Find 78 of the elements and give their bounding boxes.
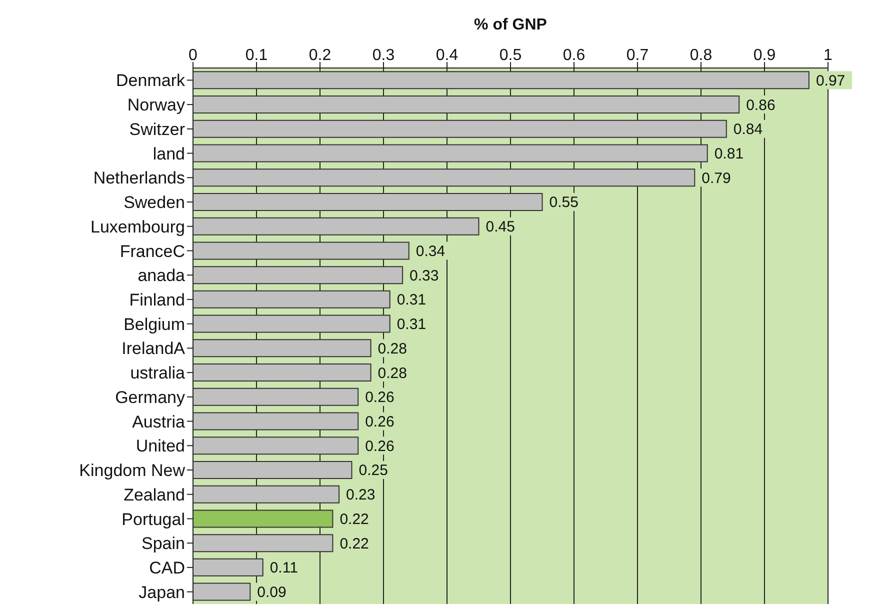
y-tick-label: Japan	[138, 582, 185, 602]
data-label: 0.26	[365, 389, 394, 406]
bar	[193, 217, 480, 236]
data-label: 0.81	[714, 145, 744, 162]
data-label: 0.45	[486, 218, 515, 236]
bar	[193, 242, 410, 260]
y-tick-label: Kingdom New	[79, 461, 186, 480]
data-label: 0.31	[396, 292, 426, 309]
y-tick-label: FranceC	[120, 242, 185, 261]
x-tick-label: 0.2	[308, 47, 332, 64]
y-tick-label: Switzer	[129, 120, 186, 139]
x-tick-label: 1	[824, 47, 833, 64]
bar	[193, 364, 372, 382]
x-tick-label: 0.5	[499, 47, 522, 64]
data-label: 0.22	[340, 535, 369, 552]
data-label: 0.23	[346, 486, 376, 504]
bar	[193, 168, 696, 187]
x-tick-label: 0.4	[436, 47, 458, 64]
y-tick-label: Portugal	[122, 510, 185, 529]
bar	[193, 314, 390, 333]
bar	[193, 339, 372, 358]
x-tick-label: 0.1	[245, 47, 268, 64]
data-label: 0.86	[746, 96, 776, 114]
y-tick-label: Denmark	[116, 71, 186, 90]
bar	[193, 388, 359, 406]
y-tick-label: Finland	[129, 290, 185, 310]
data-label: 0.33	[410, 267, 439, 284]
x-axis-title: % of GNP	[474, 16, 548, 34]
bar	[193, 582, 251, 601]
bar	[193, 192, 543, 211]
x-tick-label: 0.3	[372, 47, 395, 64]
data-label: 0.97	[816, 72, 846, 90]
data-label: 0.26	[365, 413, 394, 430]
y-tick-label: IrelandA	[122, 339, 186, 358]
data-label: 0.11	[270, 560, 298, 577]
data-label: 0.34	[416, 242, 446, 260]
bar	[193, 485, 340, 504]
y-tick-label: anada	[138, 266, 186, 286]
bar	[193, 534, 334, 552]
x-tick-label: 0.8	[690, 47, 712, 64]
data-label: 0.55	[549, 194, 578, 212]
y-tick-label: Austria	[132, 412, 186, 432]
data-label: 0.31	[396, 316, 426, 334]
x-tick-label: 0.7	[626, 47, 649, 64]
bar	[193, 412, 359, 430]
data-label: 0.28	[378, 340, 408, 358]
data-label: 0.84	[733, 121, 763, 138]
y-tick-label: Netherlands	[93, 168, 185, 188]
y-tick-label: Zealand	[124, 485, 185, 504]
y-tick-label: Belgium	[124, 314, 185, 334]
y-tick-label: United	[136, 436, 185, 456]
y-tick-label: Germany	[115, 388, 186, 407]
bar	[193, 71, 810, 90]
bar	[193, 290, 390, 308]
y-tick-label: Luxembourg	[90, 217, 185, 236]
data-label: 0.28	[378, 364, 408, 382]
bar	[193, 96, 740, 114]
x-tick-label: 0.9	[753, 47, 776, 64]
data-label: 0.79	[702, 170, 731, 187]
y-tick-label: ustralia	[130, 364, 186, 383]
data-label: 0.22	[340, 510, 369, 528]
y-tick-label: Norway	[127, 96, 186, 115]
y-tick-label: land	[152, 144, 185, 164]
bar	[193, 510, 334, 528]
bar	[193, 558, 264, 576]
x-tick-label: 0	[188, 47, 198, 64]
bar	[193, 460, 352, 479]
bar	[193, 120, 727, 138]
y-tick-label: Sweden	[124, 193, 185, 212]
bar	[193, 144, 708, 162]
data-label: 0.26	[365, 438, 394, 455]
x-tick-label: 0.6	[562, 47, 586, 64]
data-label: 0.09	[257, 584, 286, 602]
bar	[193, 266, 404, 284]
data-label: 0.25	[358, 462, 388, 480]
bar	[193, 436, 359, 455]
y-tick-label: CAD	[149, 558, 185, 578]
y-tick-label: Spain	[142, 534, 185, 554]
